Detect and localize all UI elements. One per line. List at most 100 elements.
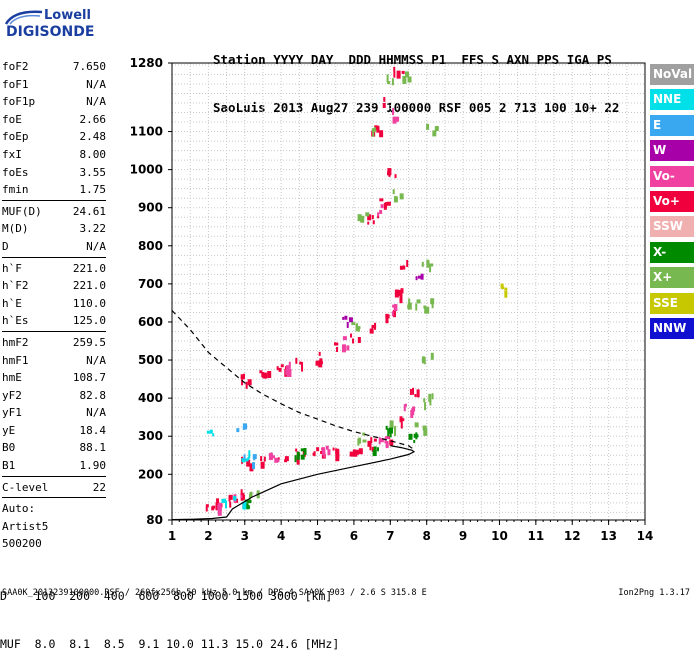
x-tick-label: 6 xyxy=(350,529,358,543)
echo-point xyxy=(287,368,292,377)
echo-point xyxy=(216,498,220,504)
echo-point xyxy=(426,259,430,268)
echo-point xyxy=(247,456,250,460)
echo-point xyxy=(346,345,350,351)
param-row: MUF(D) 24.61 xyxy=(2,203,106,221)
x-tick-label: 9 xyxy=(459,529,467,543)
param-separator xyxy=(2,475,106,477)
echo-point xyxy=(351,322,356,326)
echo-point xyxy=(379,438,384,443)
echo-point xyxy=(428,393,432,402)
echo-point xyxy=(276,366,279,371)
x-tick-label: 13 xyxy=(600,529,617,543)
echo-point xyxy=(242,501,247,510)
echo-point xyxy=(217,508,222,516)
echo-point xyxy=(344,315,348,320)
echo-point xyxy=(261,372,265,378)
param-row: D N/A xyxy=(2,238,106,256)
echo-point xyxy=(240,494,243,498)
autoscaling-info: Artist5 xyxy=(2,519,49,533)
echo-point xyxy=(394,289,399,298)
y-tick-label: 800 xyxy=(138,239,163,253)
echo-point xyxy=(263,456,266,462)
param-row: foEs 3.55 xyxy=(2,164,106,182)
echo-point xyxy=(373,446,377,454)
echo-point xyxy=(299,361,302,365)
y-tick-label: 80 xyxy=(146,513,163,527)
echo-point xyxy=(352,338,355,344)
param-value: 7.650 xyxy=(72,60,106,73)
echo-point xyxy=(504,287,508,291)
param-value: N/A xyxy=(86,95,106,109)
echo-point xyxy=(385,441,389,449)
echo-point xyxy=(374,322,377,330)
echo-point xyxy=(244,458,249,462)
param-row: yF2 82.8 xyxy=(2,387,106,405)
echo-point xyxy=(383,97,386,101)
echo-point xyxy=(408,433,413,440)
file-info-footer: SAA0K_2013239100000.RSF / 260fx256h 50 k… xyxy=(2,588,427,598)
echo-point xyxy=(242,494,245,500)
param-row: h`Es 125.0 xyxy=(2,312,106,330)
echo-point xyxy=(252,462,256,470)
echo-point xyxy=(357,438,360,446)
param-value: 2.48 xyxy=(79,130,107,144)
echo-point xyxy=(285,365,289,372)
echo-point xyxy=(370,437,373,444)
echo-point xyxy=(392,116,397,124)
echo-point xyxy=(415,303,418,311)
param-name: h`F2 xyxy=(2,279,29,293)
y-tick-label: 600 xyxy=(138,315,163,329)
echo-point xyxy=(362,432,366,436)
legend-item-vo-: Vo+ xyxy=(650,190,694,212)
x-tick-label: 5 xyxy=(313,529,321,543)
param-row: foF1p N/A xyxy=(2,93,106,111)
x-tick-label: 11 xyxy=(527,529,544,543)
x-tick-label: 3 xyxy=(241,529,249,543)
legend-item-x-: X+ xyxy=(650,267,694,289)
echo-point xyxy=(388,427,393,434)
echo-point xyxy=(404,403,407,407)
param-name: M(D) xyxy=(2,222,29,236)
echo-point xyxy=(371,446,374,452)
echo-point xyxy=(241,379,244,386)
x-tick-label: 8 xyxy=(423,529,431,543)
echo-point xyxy=(294,455,297,463)
echo-point xyxy=(357,214,362,222)
echo-point xyxy=(430,298,435,305)
y-tick-label: 900 xyxy=(138,201,163,215)
param-name: yE xyxy=(2,423,16,437)
echo-point xyxy=(312,452,315,456)
echo-point xyxy=(501,286,505,290)
echo-point xyxy=(327,449,331,456)
echo-point xyxy=(394,195,397,200)
param-row: foEp 2.48 xyxy=(2,128,106,146)
legend-item-e: E xyxy=(650,114,694,136)
legend-item-nnw: NNW xyxy=(650,317,694,339)
echo-point xyxy=(206,430,210,434)
echo-point xyxy=(229,501,232,508)
x-tick-label: 12 xyxy=(564,529,581,543)
param-value: 22 xyxy=(92,480,106,494)
echo-point xyxy=(407,302,412,310)
param-row: B0 88.1 xyxy=(2,439,106,457)
echo-point xyxy=(379,209,383,214)
echo-point xyxy=(379,198,384,202)
echo-point xyxy=(301,366,304,372)
echo-point xyxy=(379,130,384,138)
echo-point xyxy=(372,220,375,225)
echo-point xyxy=(245,381,248,389)
autoscaling-info: 500200 xyxy=(2,537,42,551)
echo-point xyxy=(277,459,280,463)
param-value: 108.7 xyxy=(72,371,106,385)
x-tick-label: 1 xyxy=(168,529,176,543)
param-name: hmE xyxy=(2,371,22,385)
echo-point xyxy=(358,437,362,444)
param-value: 82.8 xyxy=(79,388,107,402)
polarization-legend: NoVal NNE E W Vo- Vo+ SSW X- X+ SSE NNW xyxy=(650,64,694,343)
echo-point xyxy=(246,459,251,467)
echo-point xyxy=(285,369,289,376)
echo-point xyxy=(243,454,246,460)
param-row: yE 18.4 xyxy=(2,422,106,440)
echo-point xyxy=(424,402,427,411)
